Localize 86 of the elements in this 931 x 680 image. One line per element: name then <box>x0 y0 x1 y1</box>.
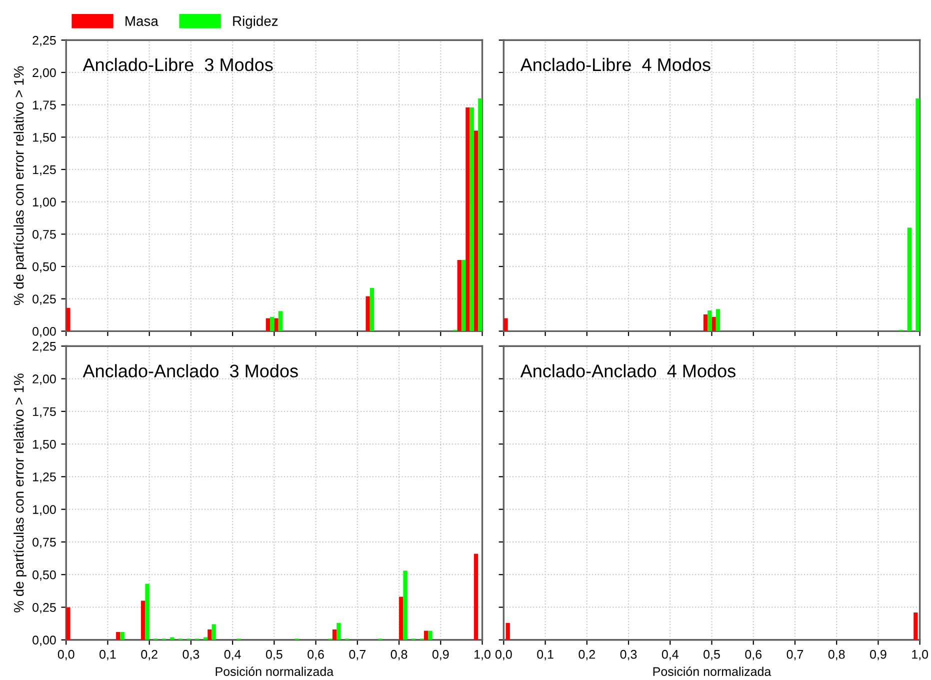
x-tick-label: 0,6 <box>745 650 762 660</box>
text: Anclado-Anclado 3 Modos <box>82 364 298 378</box>
bar <box>278 311 283 332</box>
x-tick-label: 0,8 <box>828 650 845 660</box>
y-tick-label: 1,00 <box>33 198 56 208</box>
bar <box>270 316 274 332</box>
x-axis-title: Posición normalizada <box>653 666 772 676</box>
x-tick-label: 0,0 <box>58 650 74 660</box>
x-tick-label: 1,0 <box>912 650 928 660</box>
y-axis-title: % de partículas con error relativo > 1% <box>13 66 26 305</box>
bar <box>66 308 70 332</box>
bar <box>708 310 712 332</box>
bar <box>474 130 478 332</box>
y-tick-label: 1,75 <box>33 407 56 418</box>
x-tick-label: 0,0 <box>495 650 512 660</box>
y-tick-label: 0,50 <box>32 570 56 581</box>
text: Anclado-Libre 3 Modos <box>82 58 273 72</box>
bar <box>120 632 124 640</box>
y-tick-label: 2,25 <box>32 342 56 352</box>
x-tick-label: 0,2 <box>141 650 158 660</box>
x-tick-label: 0,9 <box>870 650 886 660</box>
y-tick-label: 1,00 <box>33 505 56 516</box>
x-tick-label: 0,9 <box>432 650 449 660</box>
text: Anclado-Anclado 4 Modos <box>520 364 736 378</box>
bar <box>266 318 270 332</box>
y-tick-label: 1,25 <box>33 165 56 176</box>
bar <box>716 309 720 332</box>
x-tick-label: 0,4 <box>662 650 678 660</box>
y-axis-title: % de partículas con error relativo > 1% <box>13 374 26 612</box>
x-tick-label: 0,4 <box>224 650 241 660</box>
bar <box>274 318 278 332</box>
bar <box>66 607 70 640</box>
bar <box>366 296 370 332</box>
y-tick-label: 0,00 <box>32 636 56 646</box>
x-tick-label: 0,5 <box>266 650 282 660</box>
y-tick-label: 0,75 <box>32 230 56 240</box>
y-tick-label: 2,00 <box>32 374 56 385</box>
bar <box>457 260 462 332</box>
x-tick-label: 0,8 <box>390 650 408 660</box>
bar <box>504 318 508 332</box>
bar <box>212 624 216 640</box>
x-tick-label: 0,3 <box>182 650 200 660</box>
bar <box>116 632 120 640</box>
bar <box>470 107 474 332</box>
text: Anclado-Libre 4 Modos <box>520 58 710 72</box>
bar <box>336 622 341 640</box>
x-tick-label: 0,7 <box>786 650 804 660</box>
bar <box>208 629 212 640</box>
y-tick-label: 1,50 <box>33 440 56 450</box>
bar <box>478 98 482 332</box>
x-tick-label: 0,7 <box>349 650 366 660</box>
x-tick-label: 0,1 <box>537 650 554 660</box>
y-tick-label: 1,50 <box>33 132 56 144</box>
y-tick-label: 0,50 <box>32 262 56 273</box>
bar <box>428 630 432 640</box>
bar <box>370 288 374 332</box>
x-tick-label: 0,2 <box>578 650 595 660</box>
x-tick-label: 0,1 <box>100 650 116 660</box>
y-tick-label: 0,00 <box>32 326 56 338</box>
y-tick-label: 2,25 <box>32 36 56 46</box>
legend-label: Rigidez <box>233 16 278 29</box>
bar <box>399 596 404 640</box>
bar <box>145 584 150 640</box>
y-tick-label: 1,75 <box>33 100 56 111</box>
bar <box>466 107 470 332</box>
bar <box>712 316 716 332</box>
y-tick-label: 2,00 <box>32 68 56 79</box>
x-tick-label: 1,0 <box>474 650 490 660</box>
bar <box>474 554 478 640</box>
bar <box>332 629 337 640</box>
y-tick-label: 1,25 <box>33 472 56 483</box>
bar <box>916 98 920 332</box>
bar <box>461 260 466 332</box>
x-tick-label: 0,5 <box>704 650 720 660</box>
bar <box>907 228 912 332</box>
x-tick-label: 0,6 <box>308 650 324 660</box>
y-tick-label: 0,25 <box>32 294 56 305</box>
bar <box>424 630 428 640</box>
legend-label: Masa <box>126 16 158 26</box>
bar <box>141 600 146 640</box>
bar <box>403 570 408 640</box>
x-tick-label: 0,3 <box>620 650 637 660</box>
x-axis-title: Posición normalizada <box>216 666 334 676</box>
y-tick-label: 0,25 <box>32 603 56 614</box>
bar <box>703 314 708 332</box>
y-tick-label: 0,75 <box>32 538 56 548</box>
